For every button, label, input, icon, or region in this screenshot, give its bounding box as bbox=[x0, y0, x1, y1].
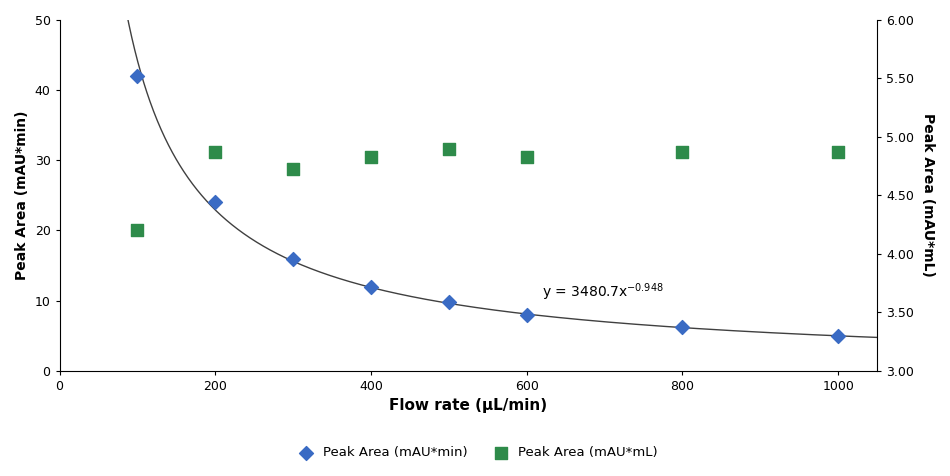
Peak Area (mAU*min) bbox=[442, 298, 457, 306]
Peak Area (mAU*mL) bbox=[442, 145, 457, 152]
Peak Area (mAU*mL) bbox=[208, 149, 223, 156]
Peak Area (mAU*min) bbox=[519, 311, 534, 318]
Peak Area (mAU*mL) bbox=[519, 153, 534, 160]
Peak Area (mAU*mL) bbox=[364, 153, 379, 160]
Peak Area (mAU*mL) bbox=[286, 165, 301, 172]
X-axis label: Flow rate (μL/min): Flow rate (μL/min) bbox=[390, 398, 547, 413]
Peak Area (mAU*mL) bbox=[130, 227, 145, 234]
Y-axis label: Peak Area (mAU*mL): Peak Area (mAU*mL) bbox=[921, 113, 935, 278]
Peak Area (mAU*min) bbox=[674, 324, 690, 331]
Peak Area (mAU*mL) bbox=[674, 149, 690, 156]
Y-axis label: Peak Area (mAU*min): Peak Area (mAU*min) bbox=[15, 110, 29, 280]
Peak Area (mAU*min) bbox=[208, 198, 223, 206]
Peak Area (mAU*min) bbox=[130, 72, 145, 80]
Peak Area (mAU*min) bbox=[830, 332, 846, 339]
Legend: Peak Area (mAU*min), Peak Area (mAU*mL): Peak Area (mAU*min), Peak Area (mAU*mL) bbox=[287, 441, 663, 465]
Peak Area (mAU*mL) bbox=[830, 149, 846, 156]
Peak Area (mAU*min) bbox=[286, 255, 301, 262]
Text: y = 3480.7x$^{-0.948}$: y = 3480.7x$^{-0.948}$ bbox=[542, 281, 664, 303]
Peak Area (mAU*min) bbox=[364, 283, 379, 290]
